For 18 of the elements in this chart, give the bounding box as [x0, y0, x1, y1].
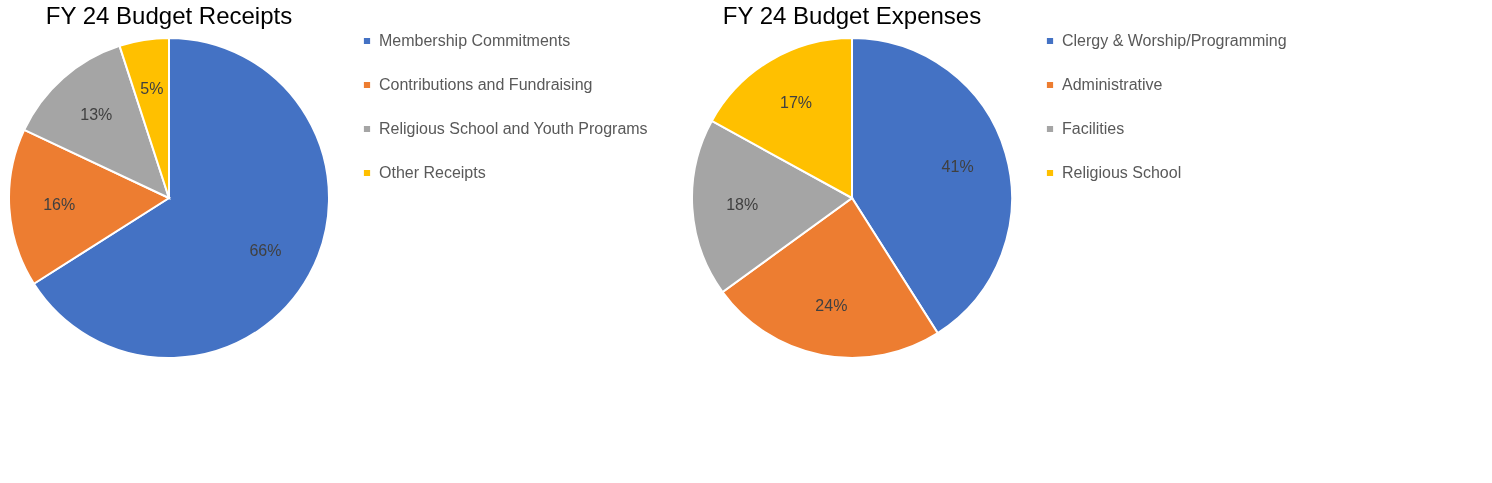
data-label: 24% [815, 297, 848, 315]
data-label: 18% [726, 195, 759, 213]
legend-label: Facilities [1062, 120, 1125, 137]
data-label: 41% [941, 158, 974, 176]
legend-label: Membership Commitments [379, 32, 571, 49]
data-label: 16% [43, 195, 76, 213]
data-label: 13% [80, 106, 113, 124]
legend-label: Contributions and Fundraising [379, 76, 593, 93]
legend-label: Religious School and Youth Programs [379, 120, 648, 137]
data-label: 5% [140, 80, 164, 98]
legend-label: Administrative [1062, 76, 1163, 93]
data-label: 17% [779, 94, 813, 112]
data-label: 66% [249, 241, 282, 259]
legend-label: Other Receipts [379, 164, 486, 181]
chart-title: FY 24 Budget Expenses [722, 2, 982, 29]
legend-label: Clergy & Worship/Programming [1062, 32, 1287, 49]
chart-title: FY 24 Budget Receipts [45, 2, 293, 29]
legend-label: Religious School [1062, 164, 1182, 181]
